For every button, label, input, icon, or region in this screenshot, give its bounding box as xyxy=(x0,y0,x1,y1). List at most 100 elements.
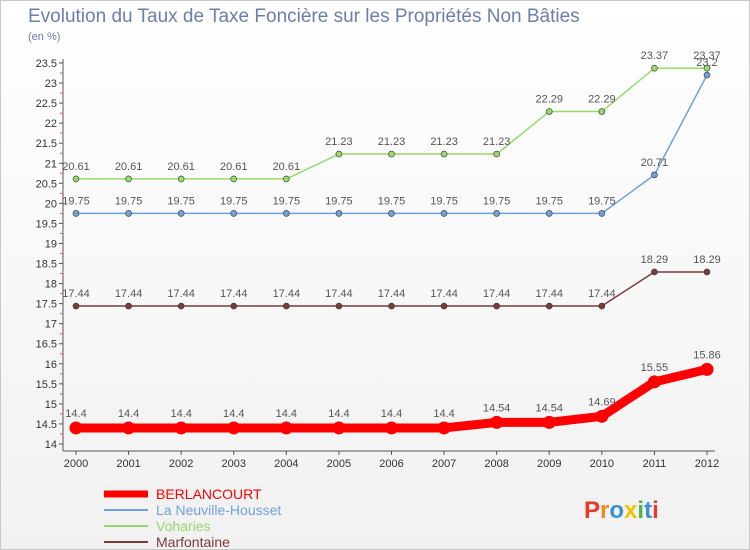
data-label: 14.4 xyxy=(170,408,191,420)
y-tick-label: 22 xyxy=(45,118,57,130)
data-point xyxy=(335,210,343,217)
data-label: 17.44 xyxy=(588,288,616,300)
data-label: 14.4 xyxy=(381,408,402,420)
data-point xyxy=(545,302,553,310)
data-label: 22.29 xyxy=(535,94,563,106)
data-label: 20.61 xyxy=(220,161,248,173)
data-label: 15.86 xyxy=(693,349,721,361)
y-tick-label: 15 xyxy=(45,399,57,411)
x-tick-label: 2008 xyxy=(484,458,508,470)
x-tick-label: 2011 xyxy=(643,458,667,470)
legend-label: Voharies xyxy=(156,518,210,534)
data-point xyxy=(598,302,606,310)
data-label: 23.37 xyxy=(693,50,721,62)
data-label: 14.54 xyxy=(483,402,511,414)
data-point xyxy=(493,302,500,310)
data-label: 14.4 xyxy=(433,408,454,420)
y-tick-label: 18.5 xyxy=(36,259,57,271)
data-point xyxy=(647,375,661,389)
data-point xyxy=(703,64,711,72)
chart-title: Evolution du Taux de Taxe Foncière sur l… xyxy=(28,6,580,27)
data-point xyxy=(595,409,609,423)
logo-letter: i xyxy=(652,497,659,524)
data-point xyxy=(230,302,238,310)
x-tick-label: 2012 xyxy=(695,458,719,470)
x-tick-label: 2002 xyxy=(169,458,193,470)
x-tick-label: 2007 xyxy=(432,458,456,470)
data-label: 20.61 xyxy=(273,161,301,173)
data-point xyxy=(125,175,132,183)
y-tick-label: 18 xyxy=(45,279,57,291)
data-point xyxy=(72,302,80,310)
data-label: 19.75 xyxy=(325,195,353,207)
data-point xyxy=(440,150,448,158)
data-point xyxy=(703,71,711,79)
data-label: 21.23 xyxy=(325,136,353,148)
data-point xyxy=(177,175,185,183)
data-point xyxy=(283,302,290,310)
data-label: 19.75 xyxy=(273,195,301,207)
data-point xyxy=(227,421,241,435)
data-label: 14.4 xyxy=(223,408,244,420)
data-point xyxy=(335,150,343,158)
data-label: 17.44 xyxy=(378,288,406,300)
data-point xyxy=(651,171,658,179)
data-label: 14.69 xyxy=(588,396,616,408)
data-point xyxy=(230,210,238,217)
data-label: 19.75 xyxy=(62,195,90,207)
data-label: 20.71 xyxy=(641,157,669,169)
data-label: 19.75 xyxy=(167,195,195,207)
data-label: 14.4 xyxy=(65,408,86,420)
y-tick-label: 17.5 xyxy=(36,299,57,311)
data-label: 17.44 xyxy=(325,288,353,300)
y-tick-label: 20 xyxy=(45,198,57,210)
data-point xyxy=(651,268,658,276)
data-point xyxy=(72,210,80,217)
data-label: 17.44 xyxy=(430,288,458,300)
y-tick-label: 19.5 xyxy=(36,218,57,230)
data-label: 17.44 xyxy=(167,288,195,300)
y-tick-label: 21.5 xyxy=(36,138,57,150)
x-tick-label: 2006 xyxy=(379,458,403,470)
data-label: 21.23 xyxy=(430,136,458,148)
data-point xyxy=(440,210,448,217)
x-tick-label: 2005 xyxy=(327,458,351,470)
data-point xyxy=(703,268,711,276)
data-label: 23.37 xyxy=(641,50,669,62)
y-tick-label: 16.5 xyxy=(36,339,57,351)
data-label: 17.44 xyxy=(220,288,248,300)
data-point xyxy=(125,210,132,217)
data-point xyxy=(69,421,83,435)
x-tick-label: 2009 xyxy=(537,458,561,470)
proxiti-logo: Proxiti xyxy=(584,497,659,524)
y-tick-label: 19 xyxy=(45,238,57,250)
data-point xyxy=(385,421,398,435)
y-tick-label: 14.5 xyxy=(36,419,57,431)
legend-label: BERLANCOURT xyxy=(156,486,262,502)
logo-letter: t xyxy=(644,497,652,524)
data-label: 19.75 xyxy=(220,195,248,207)
y-tick-label: 16 xyxy=(45,359,57,371)
data-label: 21.23 xyxy=(483,136,511,148)
y-tick-label: 15.5 xyxy=(36,379,57,391)
data-label: 14.54 xyxy=(535,402,563,414)
x-tick-label: 2010 xyxy=(590,458,614,470)
data-label: 19.75 xyxy=(430,195,458,207)
y-tick-label: 23 xyxy=(45,78,57,90)
logo-letter: i xyxy=(637,497,644,524)
data-label: 19.75 xyxy=(378,195,406,207)
data-point xyxy=(700,362,714,376)
data-point xyxy=(335,302,343,310)
y-tick-label: 14 xyxy=(45,439,57,451)
y-tick-label: 17 xyxy=(45,319,57,331)
logo-letter: P xyxy=(584,497,600,524)
y-tick-label: 21 xyxy=(45,158,57,170)
data-label: 19.75 xyxy=(115,195,143,207)
data-point xyxy=(545,108,553,115)
data-point xyxy=(177,302,185,310)
data-label: 17.44 xyxy=(535,288,563,300)
data-point xyxy=(598,108,606,115)
data-label: 17.44 xyxy=(483,288,511,300)
data-point xyxy=(545,210,553,217)
